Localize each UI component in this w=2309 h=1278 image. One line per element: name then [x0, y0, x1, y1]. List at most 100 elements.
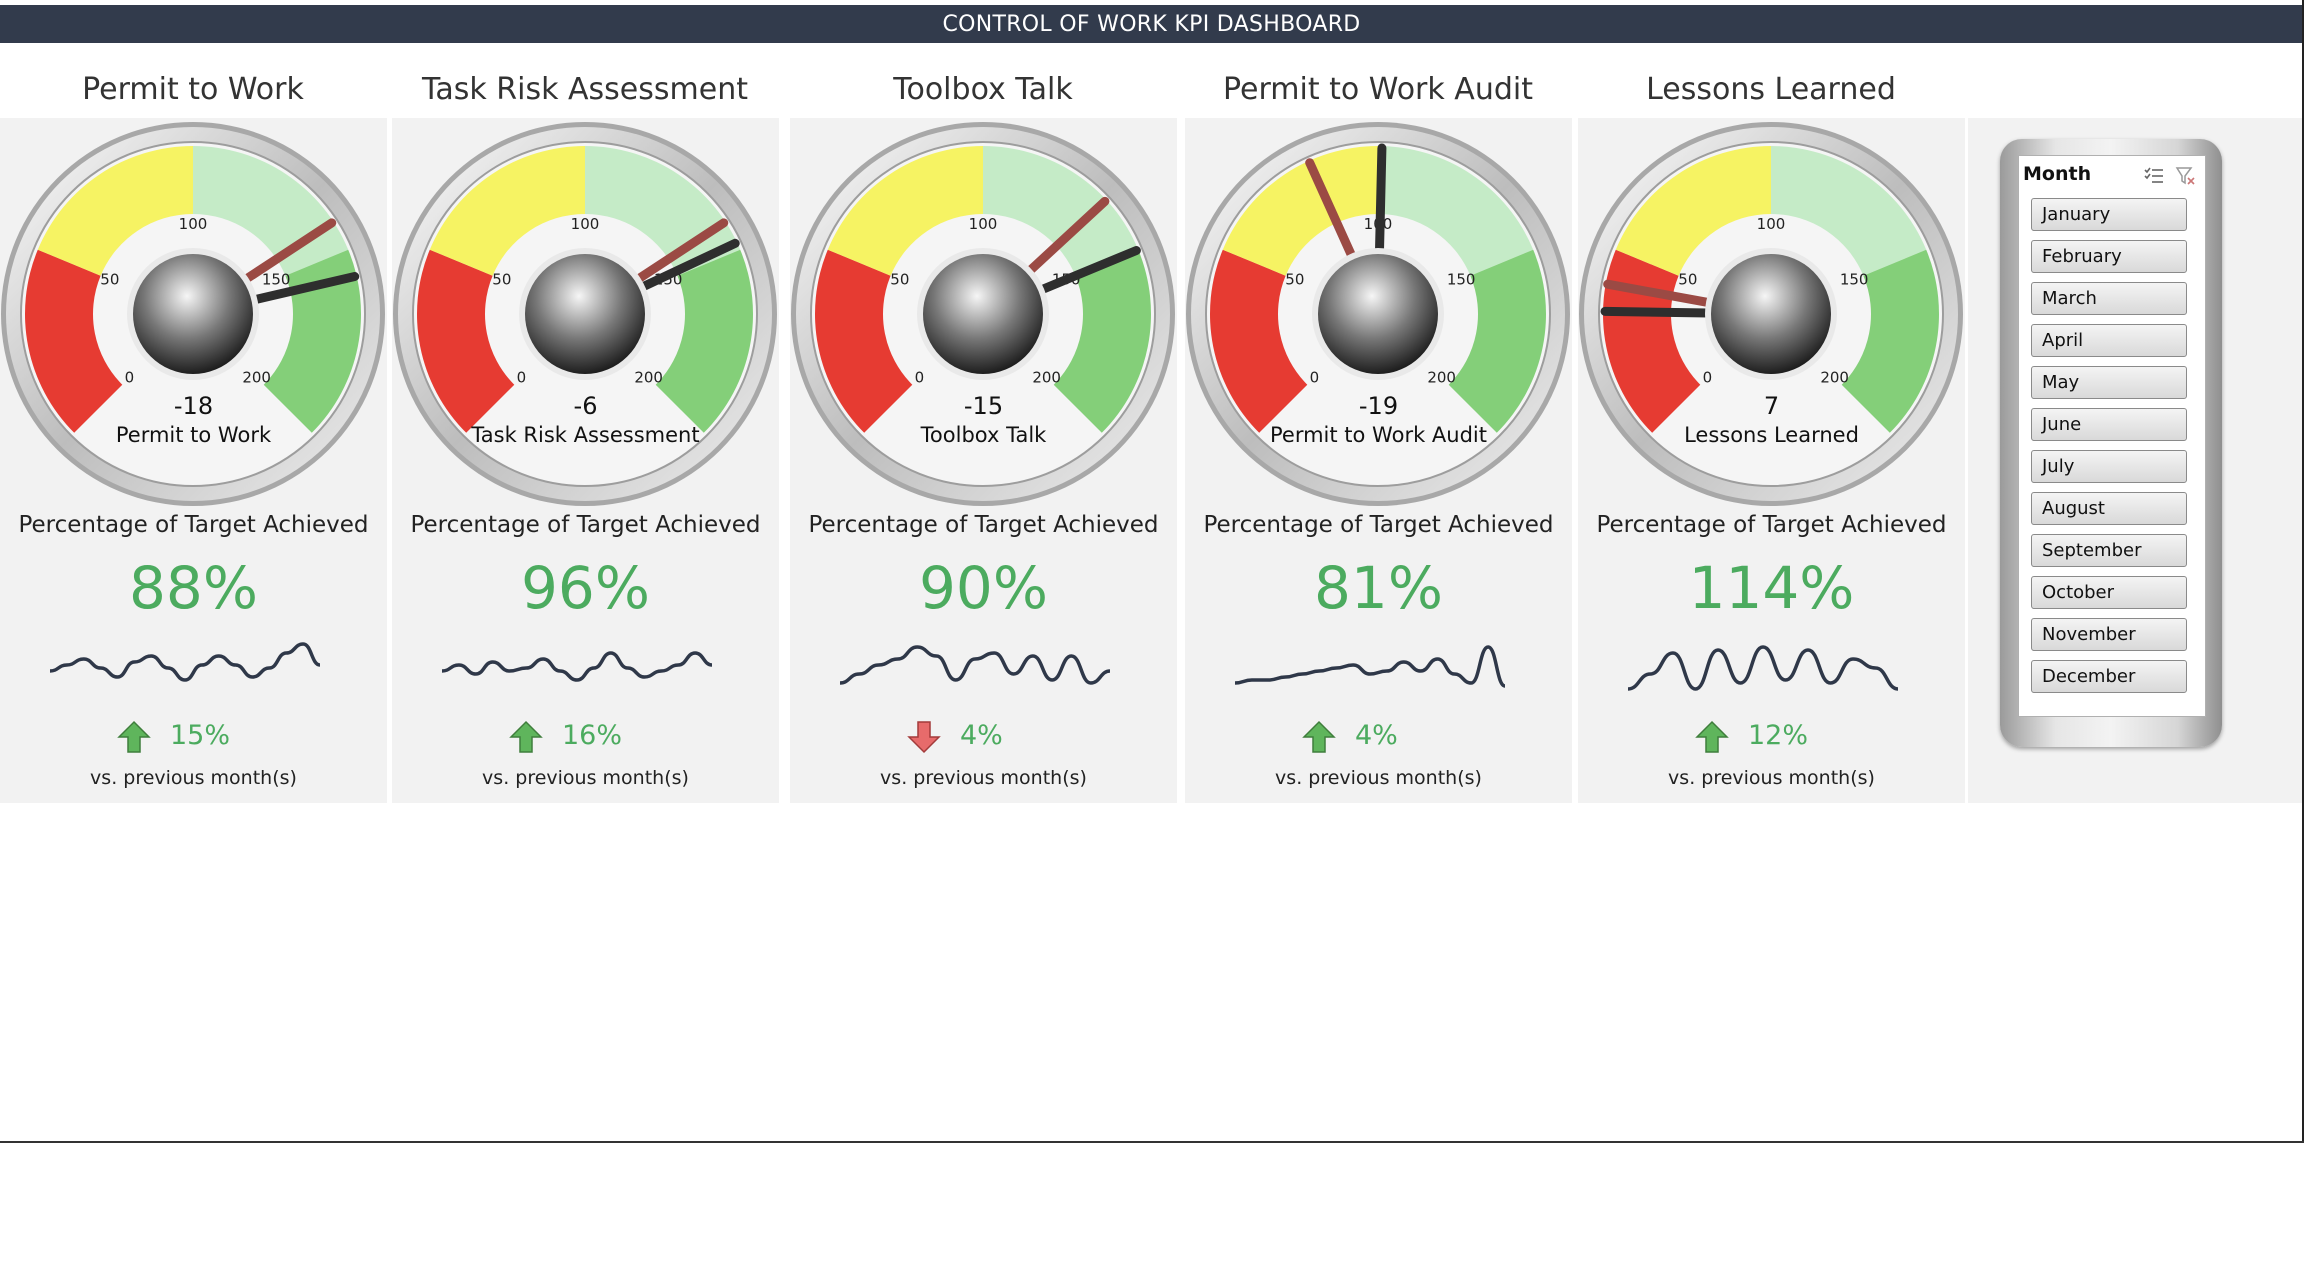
gauge-tick-label: 0	[915, 369, 925, 387]
gauge-knob	[1711, 254, 1831, 374]
gauge-tick-label: 50	[100, 271, 119, 289]
gauge-zone	[815, 249, 913, 433]
slicer-item-april[interactable]: April	[2031, 324, 2187, 357]
slicer-item-november[interactable]: November	[2031, 618, 2187, 651]
gauge-zone	[585, 146, 741, 276]
clear-filter-icon[interactable]	[2175, 166, 2197, 186]
gauge-zone	[37, 146, 193, 276]
trend-sparkline	[1234, 645, 1506, 688]
change-indicator: 16%	[392, 716, 779, 756]
sparkline-path	[441, 651, 713, 682]
arrow-up-icon	[1695, 720, 1729, 753]
gauge-knob	[133, 254, 253, 374]
slicer-item-august[interactable]: August	[2031, 492, 2187, 525]
gauge-tick-label: 0	[1310, 369, 1320, 387]
multi-select-icon[interactable]	[2143, 166, 2165, 186]
percentage-value: 90%	[919, 554, 1048, 622]
comparison-caption: vs. previous month(s)	[90, 767, 297, 789]
percentage-caption: Percentage of Target Achieved	[410, 512, 761, 538]
gauge-knob	[923, 254, 1043, 374]
comparison-caption: vs. previous month(s)	[1668, 767, 1875, 789]
gauge-label: Permit to Work	[115, 423, 272, 447]
gauge-value: -19	[1358, 392, 1399, 420]
slicer-title: Month	[2023, 163, 2092, 185]
slicer-item-january[interactable]: January	[2031, 198, 2187, 231]
slicer-item-march[interactable]: March	[2031, 282, 2187, 315]
slicer-item-june[interactable]: June	[2031, 408, 2187, 441]
slicer-item-october[interactable]: October	[2031, 576, 2187, 609]
gauge-tick-label: 50	[890, 271, 909, 289]
percentage-caption: Percentage of Target Achieved	[808, 512, 1159, 538]
gauge-knob	[525, 254, 645, 374]
slicer-item-february[interactable]: February	[2031, 240, 2187, 273]
percentage-caption: Percentage of Target Achieved	[18, 512, 369, 538]
frame-border-bottom	[0, 1141, 2304, 1143]
change-indicator: 12%	[1578, 716, 1965, 756]
change-value: 15%	[170, 720, 231, 751]
arrow-up-icon	[1302, 720, 1336, 753]
gauge-zone	[263, 249, 362, 433]
change-indicator: 4%	[790, 716, 1177, 756]
change-value: 12%	[1748, 720, 1809, 751]
gauge-tick-label: 150	[262, 271, 291, 289]
gauge-tick-label: 50	[1678, 271, 1697, 289]
change-value: 16%	[562, 720, 623, 751]
change-value: 4%	[1355, 720, 1398, 751]
arrow-up-icon	[117, 720, 151, 753]
gauge-tick-label: 50	[492, 271, 511, 289]
gauge-zone	[1378, 146, 1534, 276]
trend-sparkline	[839, 645, 1111, 685]
gauge-tick-label: 100	[969, 215, 998, 233]
gauge-tick-label: 100	[571, 215, 600, 233]
gauge-tick-label: 0	[1703, 369, 1713, 387]
gauge-label: Permit to Work Audit	[1270, 423, 1487, 447]
slicer-item-july[interactable]: July	[2031, 450, 2187, 483]
arrow-down-icon	[907, 721, 941, 754]
gauge-zone	[417, 249, 515, 433]
gauge-tick-label: 200	[634, 369, 663, 387]
kpi-title: Permit to Work	[82, 72, 304, 107]
slicer-item-december[interactable]: December	[2031, 660, 2187, 693]
gauge-tick-label: 200	[1032, 369, 1061, 387]
gauge-tick-label: 0	[517, 369, 527, 387]
trend-sparkline	[49, 642, 321, 682]
kpi-title: Lessons Learned	[1646, 72, 1896, 107]
gauge-zone	[193, 146, 349, 276]
gauge-value: -6	[573, 392, 598, 420]
gauge-zone	[827, 146, 983, 276]
sparkline-path	[839, 645, 1111, 685]
dashboard-banner: CONTROL OF WORK KPI DASHBOARD	[0, 5, 2303, 43]
percentage-value: 96%	[521, 554, 650, 622]
kpi-title: Toolbox Talk	[893, 72, 1073, 107]
sparkline-path	[49, 642, 321, 682]
gauge-tick-label: 200	[1820, 369, 1849, 387]
percentage-value: 88%	[129, 554, 258, 622]
gauge-tick-label: 50	[1285, 271, 1304, 289]
change-value: 4%	[960, 720, 1003, 751]
gauge-zone	[655, 249, 753, 433]
trend-sparkline	[441, 651, 713, 682]
change-indicator: 15%	[0, 716, 387, 756]
slicer-item-may[interactable]: May	[2031, 366, 2187, 399]
gauge-zone	[1603, 249, 1701, 433]
gauge-zone	[1210, 249, 1308, 433]
gauge-zone	[1615, 146, 1771, 276]
gauge-tick-label: 150	[1447, 271, 1476, 289]
frame-border-right	[2302, 0, 2304, 1143]
gauge-label: Task Risk Assessment	[471, 423, 700, 447]
slicer-item-september[interactable]: September	[2031, 534, 2187, 567]
comparison-caption: vs. previous month(s)	[1275, 767, 1482, 789]
change-indicator: 4%	[1185, 716, 1572, 756]
gauge-tick-label: 200	[242, 369, 271, 387]
percentage-value: 114%	[1688, 554, 1855, 622]
gauge-zone	[983, 146, 1139, 276]
kpi-panel: 0 50 100 150 200 7 Lessons Learned Percentage o…	[1578, 118, 1965, 803]
gauge-tick-label: 150	[1840, 271, 1869, 289]
